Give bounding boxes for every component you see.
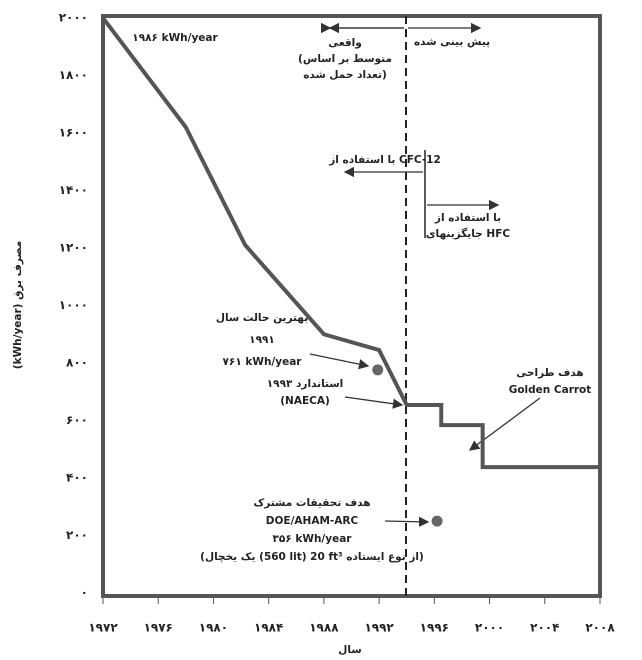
annotation: هدف طراحی bbox=[516, 367, 583, 379]
y-tick-label: ۱۰۰۰ bbox=[59, 298, 88, 312]
data-point bbox=[431, 515, 443, 527]
y-tick-label: ۱۶۰۰ bbox=[59, 126, 88, 140]
annotation: واقعی bbox=[328, 37, 362, 49]
annotation: با استفاده از CFC-12 bbox=[328, 154, 441, 166]
y-axis-label: (kWh/year) مصرف برق bbox=[12, 241, 24, 369]
annotation: ۷۶۱ kWh/year bbox=[223, 356, 303, 368]
annotation: ۱۹۸۶ kWh/year bbox=[132, 32, 218, 44]
data-point bbox=[372, 364, 384, 376]
annotation: جایگزینهای HFC bbox=[426, 227, 510, 240]
arrow bbox=[384, 516, 430, 527]
arrow bbox=[344, 396, 404, 409]
annotation: (متوسط بر اساس bbox=[298, 53, 392, 65]
annotation: پیش بینی شده bbox=[414, 36, 490, 48]
x-tick-label: ۲۰۰۰ bbox=[475, 621, 504, 635]
y-tick-label: ۶۰۰ bbox=[66, 413, 88, 427]
x-tick-label: ۱۹۸۰ bbox=[199, 621, 228, 635]
y-tick-label: ۱۲۰۰ bbox=[59, 241, 88, 255]
y-tick-label: ۸۰۰ bbox=[66, 356, 88, 370]
y-tick-label: ۲۰۰۰ bbox=[59, 11, 88, 25]
data-line bbox=[101, 16, 600, 470]
arrows bbox=[309, 22, 541, 527]
y-tick-label: ۱۴۰۰ bbox=[59, 183, 88, 197]
annotation: ۳۵۶ kWh/year bbox=[273, 533, 353, 545]
arrow bbox=[309, 353, 370, 370]
annotation: (NAECA) bbox=[280, 395, 330, 407]
plot-frame bbox=[101, 14, 602, 598]
x-tick-label: ۲۰۰۴ bbox=[530, 621, 559, 635]
x-axis-label: سال bbox=[338, 644, 361, 656]
annotation: ۱۹۹۱ bbox=[249, 334, 275, 346]
annotation: بهترین حالت سال bbox=[216, 312, 308, 324]
y-tick-label: ۱۸۰۰ bbox=[59, 68, 88, 82]
y-tick-label: ۰ bbox=[81, 586, 88, 600]
annotation: (یک یخچال (560 lit) 20 ft³ از نوع ایستاد… bbox=[200, 551, 424, 563]
x-tick-label: ۱۹۹۲ bbox=[364, 621, 394, 635]
x-tick-label: ۱۹۹۶ bbox=[420, 621, 449, 635]
x-tick-label: ۱۹۸۸ bbox=[309, 621, 339, 635]
x-tick-label: ۱۹۷۶ bbox=[144, 621, 173, 635]
annotation: با استفاده از bbox=[434, 212, 501, 224]
annotation: هدف تحقیقات مشترک bbox=[253, 497, 370, 509]
y-tick-label: ۴۰۰ bbox=[66, 471, 88, 485]
x-tick-label: ۱۹۷۲ bbox=[88, 621, 118, 635]
annotation: Golden Carrot bbox=[509, 384, 592, 396]
x-tick-label: ۲۰۰۸ bbox=[585, 621, 615, 635]
annotation: DOE/AHAM-ARC bbox=[266, 515, 359, 527]
annotation: استاندارد ۱۹۹۳ bbox=[267, 378, 344, 390]
x-tick-label: ۱۹۸۴ bbox=[254, 621, 283, 635]
annotation: تعداد حمل شده) bbox=[303, 69, 387, 81]
y-tick-label: ۲۰۰ bbox=[66, 528, 88, 542]
